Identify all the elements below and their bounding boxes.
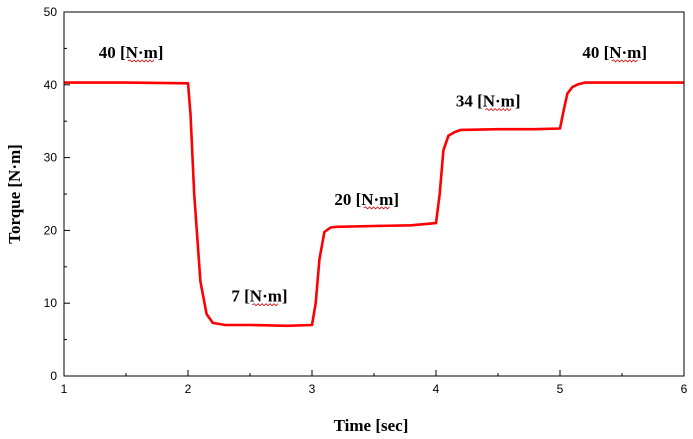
annotation-unit: [N·m]	[604, 43, 647, 62]
y-tick-label: 20	[44, 223, 58, 237]
y-tick-label: 30	[44, 151, 58, 165]
annotation-unit: [N·m]	[244, 287, 287, 306]
level-annotation: 40 [N·m]	[582, 43, 647, 63]
annotation-value: 34	[456, 92, 477, 111]
level-annotation: 34 [N·m]	[456, 92, 521, 112]
plot-area-frame	[63, 11, 685, 377]
y-axis-title: Torque [N·m]	[5, 144, 24, 244]
annotation-unit: [N·m]	[356, 190, 399, 209]
level-annotation: 40 [N·m]	[99, 43, 164, 63]
unit-underline	[363, 206, 390, 210]
y-tick-label: 50	[44, 5, 58, 19]
annotation-label: 40 [N·m]	[582, 43, 647, 62]
level-annotations: 40 [N·m]7 [N·m]20 [N·m]34 [N·m]40 [N·m]	[99, 43, 647, 307]
annotation-value: 7	[231, 287, 244, 306]
annotation-label: 20 [N·m]	[334, 190, 399, 209]
y-tick-label: 0	[50, 369, 57, 383]
annotation-value: 40	[582, 43, 603, 62]
annotation-label: 34 [N·m]	[456, 92, 521, 111]
annotation-unit: [N·m]	[477, 92, 520, 111]
x-tick-label: 3	[309, 382, 316, 396]
annotation-label: 40 [N·m]	[99, 43, 164, 62]
x-tick-label: 6	[681, 382, 688, 396]
y-tick-label: 10	[44, 296, 58, 310]
level-annotation: 7 [N·m]	[231, 287, 288, 307]
y-tick-label: 40	[44, 78, 58, 92]
level-annotation: 20 [N·m]	[334, 190, 399, 210]
unit-underline	[251, 303, 279, 307]
unit-underline	[484, 108, 512, 112]
x-tick-label: 1	[61, 382, 68, 396]
unit-underline	[127, 59, 155, 63]
torque-series-line	[64, 81, 684, 328]
annotation-unit: [N·m]	[120, 43, 163, 62]
x-axis-ticks: 1 2 3 4 5 6	[61, 370, 688, 396]
annotation-value: 40	[99, 43, 120, 62]
x-tick-label: 2	[185, 382, 192, 396]
x-tick-label: 4	[433, 382, 440, 396]
annotation-value: 20	[334, 190, 355, 209]
x-axis-title: Time [sec]	[334, 416, 409, 435]
y-axis-ticks: 0 10 20 30 40 50	[44, 5, 70, 383]
x-tick-label: 5	[557, 382, 564, 396]
unit-underline	[611, 59, 638, 63]
annotation-label: 7 [N·m]	[231, 287, 287, 306]
